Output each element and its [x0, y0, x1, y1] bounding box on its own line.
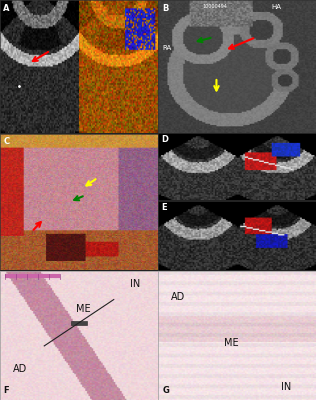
Text: E: E — [161, 203, 167, 212]
Text: IN: IN — [281, 382, 291, 392]
Text: IN: IN — [130, 279, 140, 289]
Text: B: B — [163, 4, 169, 13]
Text: AD: AD — [171, 292, 185, 302]
Text: C: C — [3, 137, 9, 146]
Text: A: A — [3, 4, 10, 13]
Text: 10000494: 10000494 — [202, 4, 227, 9]
Text: AD: AD — [13, 364, 27, 374]
Text: ME: ME — [76, 304, 90, 314]
Text: G: G — [163, 386, 170, 395]
Text: ME: ME — [224, 338, 239, 348]
Text: HA: HA — [272, 4, 282, 10]
Text: D: D — [161, 135, 168, 144]
Text: RA: RA — [163, 46, 172, 52]
Bar — [71, 322, 87, 325]
Text: F: F — [3, 386, 9, 395]
